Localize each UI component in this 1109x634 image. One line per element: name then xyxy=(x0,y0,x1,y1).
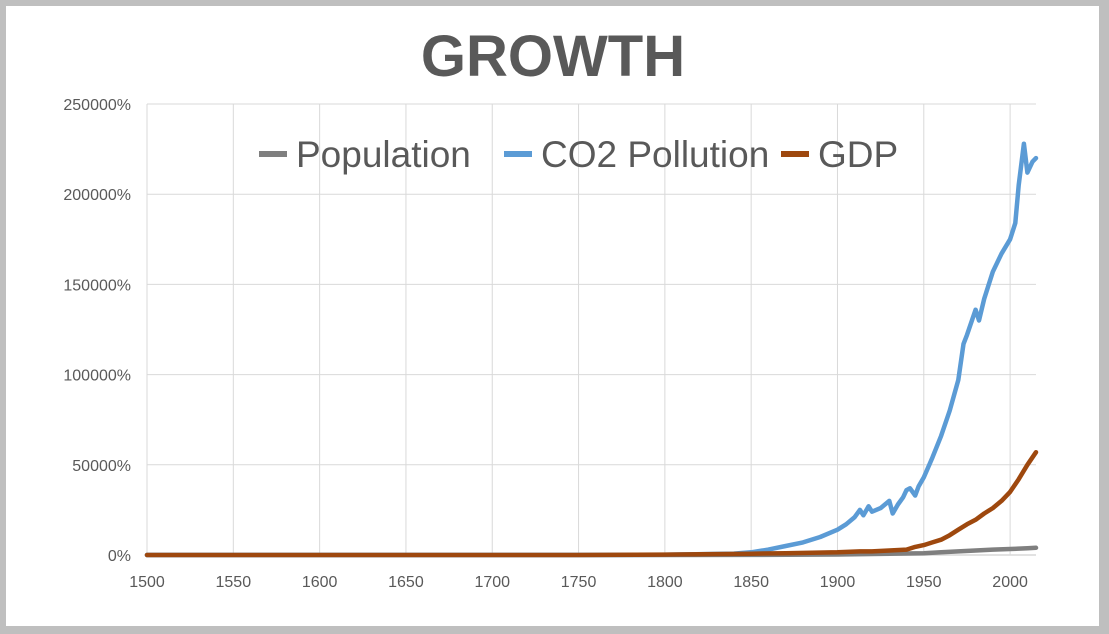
legend-entry: GDP xyxy=(818,134,898,175)
axis-ticks: 1500 1550 1600 1650 1700 1750 1800 1850 1900 1950… xyxy=(63,97,1028,591)
x-tick-label: 1900 xyxy=(820,574,856,591)
legend: Population CO2 Pollution GDP xyxy=(259,134,898,175)
x-tick-label: 1550 xyxy=(216,574,252,591)
y-tick-label: 100000% xyxy=(63,368,131,385)
growth-chart: GROWTH 1500 1550 1600 1650 1700 1750 1800 1850 1… xyxy=(63,24,1039,591)
data-series xyxy=(144,141,1039,558)
legend-entry: CO2 Pollution xyxy=(541,134,769,175)
x-tick-label: 1600 xyxy=(302,574,338,591)
chart-frame: GROWTH 1500 1550 1600 1650 1700 1750 1800 1850 1… xyxy=(6,6,1099,626)
chart-title: GROWTH xyxy=(421,24,685,89)
y-tick-label: 200000% xyxy=(63,187,131,204)
x-tick-label: 1850 xyxy=(733,574,769,591)
x-tick-label: 1700 xyxy=(474,574,510,591)
y-tick-label: 50000% xyxy=(72,458,131,475)
series-line-gdp xyxy=(144,449,1039,558)
x-tick-label: 1650 xyxy=(388,574,424,591)
y-tick-label: 0% xyxy=(108,548,131,565)
legend-entry: Population xyxy=(296,134,471,175)
series-line-co2-pollution xyxy=(144,141,1039,558)
y-tick-label: 250000% xyxy=(63,97,131,114)
x-tick-label: 2000 xyxy=(992,574,1028,591)
x-tick-label: 1750 xyxy=(561,574,597,591)
x-tick-label: 1800 xyxy=(647,574,683,591)
y-tick-label: 150000% xyxy=(63,277,131,294)
x-tick-label: 1950 xyxy=(906,574,942,591)
x-tick-label: 1500 xyxy=(129,574,165,591)
